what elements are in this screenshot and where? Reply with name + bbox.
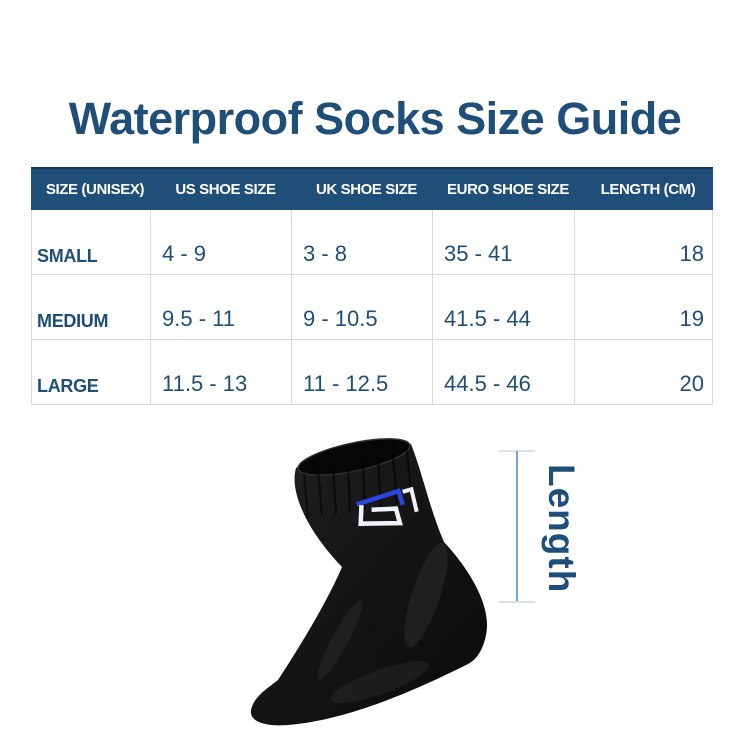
page-title: Waterproof Socks Size Guide	[68, 93, 682, 144]
table-row-large: LARGE 11.5 - 13 11 - 12.5 44.5 - 46 20	[31, 340, 713, 405]
cell-us-shoe-size: 9.5 - 11	[151, 275, 292, 340]
column-header-euro-shoe-size: EURO SHOE SIZE	[447, 181, 569, 198]
cell-size: SMALL	[31, 210, 151, 275]
cell-euro-shoe-size: 44.5 - 46	[433, 340, 575, 405]
sock-cuff-opening	[297, 438, 411, 476]
column-header-us-shoe-size: US SHOE SIZE	[175, 181, 276, 198]
length-label: Length	[541, 464, 582, 594]
measurement-line	[516, 451, 518, 602]
sock-silhouette	[250, 440, 488, 726]
measurement-tick-bottom	[499, 601, 535, 603]
column-header-size: SIZE (UNISEX)	[45, 181, 145, 198]
table-row-medium: MEDIUM 9.5 - 11 9 - 10.5 41.5 - 44 19	[31, 275, 713, 340]
cell-size: LARGE	[31, 340, 151, 405]
table-header-row: SIZE (UNISEX) US SHOE SIZE UK SHOE SIZE …	[31, 167, 713, 210]
cell-us-shoe-size: 11.5 - 13	[151, 340, 292, 405]
cell-length-cm: 20	[575, 340, 713, 405]
sock-image	[250, 438, 488, 726]
cell-length-cm: 19	[575, 275, 713, 340]
cell-length-cm: 18	[575, 210, 713, 275]
cell-euro-shoe-size: 35 - 41	[433, 210, 575, 275]
cell-size: MEDIUM	[31, 275, 151, 340]
table-row-small: SMALL 4 - 9 3 - 8 35 - 41 18	[31, 210, 713, 275]
cell-uk-shoe-size: 3 - 8	[292, 210, 433, 275]
cell-euro-shoe-size: 41.5 - 44	[433, 275, 575, 340]
cell-uk-shoe-size: 11 - 12.5	[292, 340, 433, 405]
size-guide-table: SIZE (UNISEX) US SHOE SIZE UK SHOE SIZE …	[31, 167, 713, 405]
column-header-length-cm: LENGTH (CM)	[600, 181, 696, 198]
sock-highlights	[317, 542, 448, 704]
cell-uk-shoe-size: 9 - 10.5	[292, 275, 433, 340]
cell-us-shoe-size: 4 - 9	[151, 210, 292, 275]
sock-brand-logo	[356, 486, 419, 526]
column-header-uk-shoe-size: UK SHOE SIZE	[315, 181, 418, 198]
